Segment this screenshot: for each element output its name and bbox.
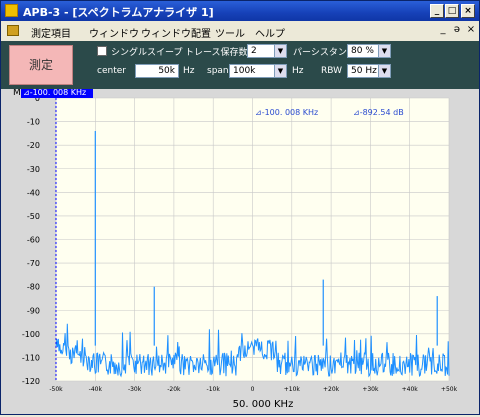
- peaks: [94, 131, 438, 346]
- y-tick-label: -50: [27, 212, 40, 221]
- x-tick-label: +20k: [323, 386, 340, 393]
- title-bar[interactable]: APB-3 - [スペクトラムアナライザ 1] _ □ ×: [1, 1, 479, 21]
- persistence-value: 80 %: [351, 46, 374, 56]
- x-tick-label: -10k: [207, 386, 221, 393]
- chevron-down-icon: ▼: [274, 45, 286, 57]
- menu-tools[interactable]: ツール: [215, 29, 245, 40]
- spectrum-plot-area: 0 -10 -20 -30 -40 -50 -60 -70 -80 -90 -100 -110 -120…: [1, 86, 479, 414]
- span-select[interactable]: 100k ▼: [229, 64, 287, 78]
- y-tick-label: -80: [27, 283, 40, 292]
- maximize-button[interactable]: □: [445, 4, 459, 18]
- center-unit: Hz: [183, 66, 195, 76]
- trace-save-label: トレース保存数: [185, 48, 248, 58]
- x-axis-ticks: -50k -40k -30k -20k -10k 0 +10k +20k +30k +40k +50…: [49, 386, 457, 393]
- x-tick-label: +30k: [362, 386, 379, 393]
- menu-help[interactable]: ヘルプ: [255, 29, 285, 40]
- persistence-select[interactable]: 80 % ▼: [347, 44, 391, 58]
- menu-measure-items[interactable]: 測定項目: [31, 29, 71, 40]
- x-tick-label: +40k: [402, 386, 419, 393]
- y-tick-label: -110: [22, 353, 40, 362]
- app-icon: [5, 4, 18, 17]
- single-sweep-checkbox[interactable]: [97, 46, 107, 56]
- spectrum-chart[interactable]: 0 -10 -20 -30 -40 -50 -60 -70 -80 -90 -100 -110 -120…: [1, 86, 479, 414]
- y-tick-label: -70: [27, 259, 40, 268]
- y-axis-ticks: 0 -10 -20 -30 -40 -50 -60 -70 -80 -90 -100 -110 -120: [22, 94, 40, 386]
- y-tick-label: -60: [27, 236, 40, 245]
- y-tick-label: -90: [27, 306, 40, 315]
- mdi-close-button[interactable]: ×: [466, 24, 476, 35]
- y-tick-label: -100: [22, 330, 40, 339]
- mdi-restore-button[interactable]: ə: [453, 24, 461, 35]
- y-tick-label: -30: [27, 165, 40, 174]
- span-value: 100k: [233, 66, 256, 76]
- x-tick-label: -30k: [128, 386, 142, 393]
- y-tick-label: -120: [22, 377, 40, 386]
- y-tick-label: -20: [27, 141, 40, 150]
- rbw-label: RBW: [321, 66, 343, 76]
- single-sweep-label: シングルスイープ: [111, 48, 183, 58]
- x-tick-label: -40k: [89, 386, 103, 393]
- marker-tag: ⊿-100. 008 KHz: [23, 89, 86, 97]
- x-tick-label: +50k: [441, 386, 458, 393]
- x-tick-label: -50k: [49, 386, 63, 393]
- x-tick-label: -20k: [167, 386, 181, 393]
- delta-frequency-readout: ⊿-100. 008 KHz: [255, 108, 318, 117]
- control-panel: 測定 シングルスイープ トレース保存数 2 ▼ パーシスタンス 80 % ▼ c…: [1, 41, 479, 89]
- mdi-minimize-button[interactable]: _: [440, 24, 446, 35]
- menu-window-layout[interactable]: ウィンドウ配置: [141, 29, 211, 40]
- menu-window[interactable]: ウィンドウ: [89, 29, 139, 40]
- trace-save-select[interactable]: 2 ▼: [247, 44, 287, 58]
- x-tick-label: 0: [251, 386, 255, 393]
- x-tick-label: +10k: [284, 386, 301, 393]
- marker-prefix: M: [13, 89, 21, 98]
- spectrum-trace: [55, 323, 450, 378]
- chevron-down-icon: ▼: [378, 65, 390, 77]
- menu-bar: 測定項目 ウィンドウ ウィンドウ配置 ツール ヘルプ _ ə ×: [1, 21, 479, 41]
- span-label: span: [207, 66, 229, 76]
- chevron-down-icon: ▼: [274, 65, 286, 77]
- center-input[interactable]: 50k: [135, 64, 179, 78]
- y-tick-label: -10: [27, 118, 40, 127]
- document-icon[interactable]: [7, 25, 19, 36]
- persistence-label: パーシスタンス: [293, 48, 356, 58]
- minimize-button[interactable]: _: [430, 4, 444, 18]
- y-tick-label: 0: [35, 94, 40, 103]
- delta-level-readout: ⊿-892.54 dB: [353, 108, 404, 117]
- center-frequency-label: 50. 000 KHz: [233, 399, 294, 410]
- trace-save-value: 2: [251, 46, 257, 56]
- chevron-down-icon: ▼: [378, 45, 390, 57]
- close-button[interactable]: ×: [461, 4, 475, 18]
- window-title: APB-3 - [スペクトラムアナライザ 1]: [23, 6, 214, 19]
- rbw-select[interactable]: 50 Hz ▼: [347, 64, 391, 78]
- span-unit: Hz: [292, 66, 304, 76]
- marker-tag-bg: [21, 86, 93, 98]
- measure-button[interactable]: 測定: [9, 45, 73, 85]
- rbw-value: 50 Hz: [351, 66, 377, 76]
- center-label: center: [97, 66, 126, 76]
- y-tick-label: -40: [27, 188, 40, 197]
